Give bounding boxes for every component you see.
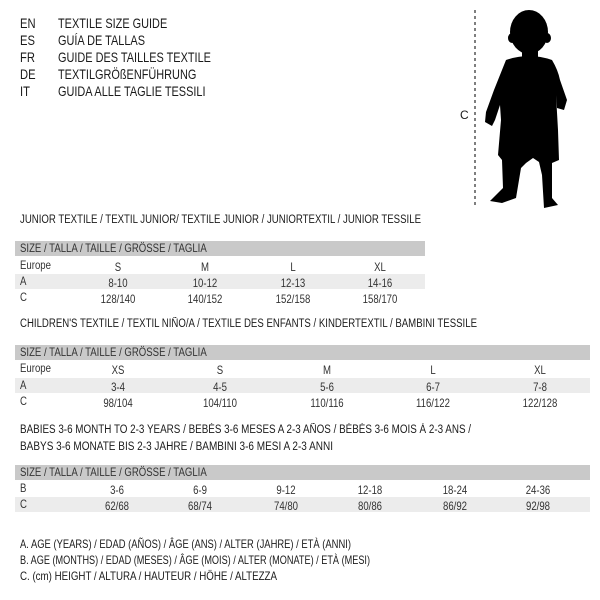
language-code: DE	[20, 66, 36, 82]
table-cell: L	[290, 260, 296, 274]
row-label: C	[20, 497, 27, 511]
table-header: SIZE / TALLA / TAILLE / GRÖSSE / TAGLIA	[20, 465, 207, 479]
table-header: SIZE / TALLA / TAILLE / GRÖSSE / TAGLIA	[20, 345, 207, 359]
table-title: CHILDREN'S TEXTILE / TEXTIL NIÑO/A / TEX…	[20, 318, 477, 330]
table-cell: 14-16	[367, 276, 393, 290]
table-cell: 158/170	[362, 292, 398, 306]
row-label: C	[20, 394, 27, 408]
table-cell: M	[323, 363, 331, 377]
table-cell: XL	[534, 363, 546, 377]
table-cell: 86/92	[442, 499, 468, 513]
table-header-band	[15, 465, 590, 480]
table-cell: 98/104	[103, 396, 133, 410]
table-cell: 8-10	[108, 276, 128, 290]
row-shading	[15, 497, 590, 512]
table-cell: XL	[374, 260, 386, 274]
table-cell: 12-18	[357, 483, 383, 497]
table-cell: 3-4	[111, 380, 125, 394]
table-cell: 12-13	[280, 276, 306, 290]
table-cell: 116/122	[416, 396, 450, 410]
table-cell: 152/158	[275, 292, 311, 306]
row-label: Europe	[20, 258, 51, 272]
table-cell: XS	[111, 363, 125, 377]
table-cell: 68/74	[187, 499, 213, 513]
table-cell: 6-7	[426, 380, 440, 394]
table-cell: 18-24	[442, 483, 468, 497]
table-cell: 128/140	[100, 292, 136, 306]
table-cell: S	[114, 260, 122, 274]
child-shape	[485, 10, 567, 208]
table-cell: 122/128	[522, 396, 558, 410]
row-shading	[15, 274, 425, 289]
table-header-band	[15, 241, 425, 256]
table-cell: 110/116	[310, 396, 344, 410]
table-cell: 80/86	[357, 499, 383, 513]
table-cell: 140/152	[187, 292, 223, 306]
table-cell: 6-9	[193, 483, 207, 497]
table-cell: L	[430, 363, 436, 377]
table-title: BABIES 3-6 MONTH TO 2-3 YEARS / BEBÉS 3-…	[20, 424, 471, 436]
row-label: B	[20, 481, 27, 495]
table-cell: 10-12	[192, 276, 218, 290]
language-title: GUÍA DE TALLAS	[58, 32, 145, 48]
language-title: TEXTILGRÖßENFÜHRUNG	[58, 66, 197, 82]
table-header: SIZE / TALLA / TAILLE / GRÖSSE / TAGLIA	[20, 241, 207, 255]
language-code: IT	[20, 83, 30, 99]
row-label: A	[20, 378, 27, 392]
child-silhouette-icon	[474, 10, 567, 208]
language-code: ES	[20, 32, 35, 48]
language-title: GUIDA ALLE TAGLIE TESSILI	[58, 83, 206, 99]
legend-item: A. AGE (YEARS) / EDAD (AÑOS) / ÂGE (ANS)…	[20, 537, 351, 551]
row-label: C	[20, 290, 27, 304]
table-cell: 104/110	[203, 396, 237, 410]
table-cell: 9-12	[276, 483, 296, 497]
table-cell: 3-6	[110, 483, 124, 497]
table-title: BABYS 3-6 MONATE BIS 2-3 JAHRE / BAMBINI…	[20, 441, 333, 453]
language-code: EN	[20, 15, 36, 31]
table-cell: 24-36	[525, 483, 551, 497]
legend-item: C. (cm) HEIGHT / ALTURA / HAUTEUR / HÖHE…	[20, 569, 277, 583]
language-code: FR	[20, 49, 35, 65]
table-cell: 5-6	[320, 380, 334, 394]
row-label: A	[20, 274, 27, 288]
table-title: JUNIOR TEXTILE / TEXTIL JUNIOR/ TEXTILE …	[20, 214, 421, 226]
table-header-band	[15, 345, 590, 360]
language-title: GUIDE DES TAILLES TEXTILE	[58, 49, 211, 65]
language-title: TEXTILE SIZE GUIDE	[58, 15, 168, 31]
height-label: C	[460, 108, 469, 122]
table-cell: 92/98	[525, 499, 551, 513]
row-shading	[15, 378, 590, 393]
table-cell: 4-5	[213, 380, 227, 394]
table-cell: M	[201, 260, 209, 274]
row-label: Europe	[20, 361, 51, 375]
table-cell: 74/80	[273, 499, 299, 513]
table-cell: S	[216, 363, 224, 377]
legend-item: B. AGE (MONTHS) / EDAD (MESES) / ÂGE (MO…	[20, 553, 370, 567]
table-cell: 7-8	[533, 380, 547, 394]
table-cell: 62/68	[104, 499, 130, 513]
